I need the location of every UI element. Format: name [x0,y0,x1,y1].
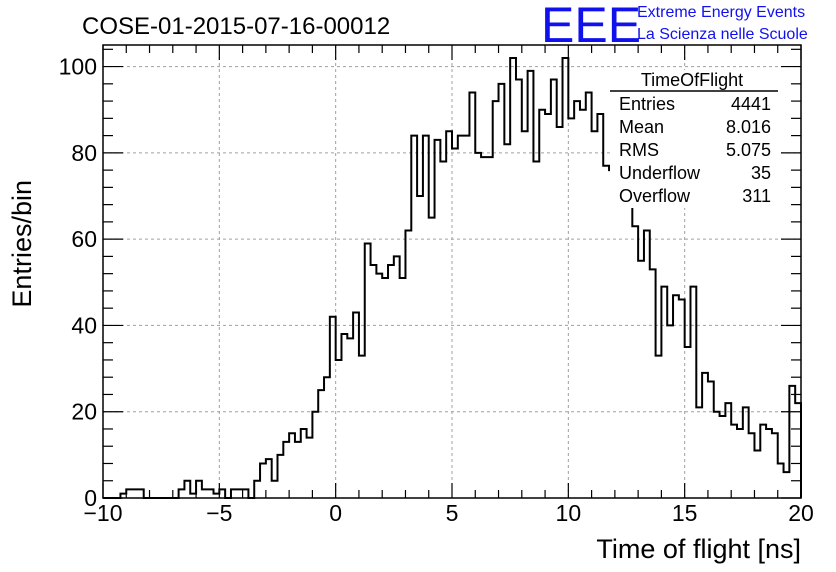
histogram-bin [493,101,499,498]
histogram-bin [324,377,330,498]
stats-value: 5.075 [726,140,771,160]
histogram-bin [545,114,551,498]
histogram-bin [429,218,435,498]
stats-title: TimeOfFlight [641,70,743,90]
x-tick-label: 0 [329,500,342,526]
grid-lines [103,45,801,498]
histogram-bin [388,265,394,498]
histogram-bin [574,101,580,498]
chart-title: COSE-01-2015-07-16-00012 [82,13,390,40]
histogram-bin [417,196,423,498]
histogram-bin [784,472,790,498]
histogram-bin [289,433,295,498]
histogram-bin [295,442,301,498]
histogram-bin [400,278,406,498]
y-tick-label: 40 [71,312,97,338]
histogram-bin [551,80,557,498]
histogram-bin [359,356,365,498]
eee-logo: EEE Extreme Energy Events La Scienza nel… [541,0,808,53]
y-tick-label: 0 [84,485,97,511]
y-axis-label: Entries/bin [7,180,37,308]
histogram-bin [731,425,737,498]
y-tick-labels: 0 20 40 60 80 100 [59,54,97,511]
histogram-bin [481,157,487,498]
stats-label: Entries [619,94,675,114]
histogram-bin [440,161,446,498]
histogram-bin [644,231,650,498]
stats-label: Underflow [619,163,701,183]
histogram-bin [516,80,522,498]
stats-rows: Entries 4441 Mean 8.016 RMS 5.075 Underflow 35 O… [619,94,771,206]
histogram-bin [371,265,377,498]
histogram-bin [597,114,603,498]
eee-logo-line1: Extreme Energy Events [637,4,805,21]
x-tick-label: −10 [83,500,122,526]
histogram-bin [452,149,458,498]
histogram-bin [609,170,615,498]
histogram-bin [557,127,563,498]
histogram-bin [446,131,452,498]
histogram-bin [307,438,313,498]
histogram-bin [720,416,726,498]
histogram-bin [568,118,574,498]
stats-label: Mean [619,117,664,137]
stats-value: 311 [742,186,771,206]
histogram-bin [522,131,528,498]
histogram-bin [592,131,598,498]
histogram-bin [336,360,342,498]
histogram-bin [603,166,609,498]
histogram-bin [464,136,470,498]
eee-logo-line2: La Scienza nelle Scuole [637,26,808,43]
x-tick-label: 15 [672,500,698,526]
histogram-bin [539,110,545,498]
x-tick-label: −5 [206,500,232,526]
histogram-bin [376,274,382,498]
y-tick-label: 80 [71,140,97,166]
x-tick-label: 20 [788,500,814,526]
histogram-bin [487,157,493,498]
histogram-bin [237,489,243,498]
histogram-bin [347,338,353,498]
histogram-bin [656,356,662,498]
stats-value: 35 [751,163,771,183]
histogram-bin [638,261,644,498]
histogram-bin [499,84,505,498]
histogram-bin [132,489,138,498]
y-tick-label: 100 [59,54,97,80]
histogram-bin [754,451,760,498]
x-tick-label: 5 [446,500,459,526]
eee-logo-mark: EEE [541,0,641,53]
histogram-bin [714,412,720,498]
y-tick-label: 20 [71,399,97,425]
x-axis-label: Time of flight [ns] [596,534,801,564]
histogram-outline [103,56,802,499]
x-tick-labels: −10 −5 0 5 10 15 20 [83,500,813,526]
y-tick-label: 60 [71,226,97,252]
stats-value: 8.016 [726,117,771,137]
histogram-bin [272,481,278,498]
histogram-bin [696,407,702,498]
stats-box: TimeOfFlight Entries 4441 Mean 8.016 RMS 5.07… [610,70,778,208]
x-tick-label: 10 [556,500,582,526]
histogram-bin [632,226,638,498]
histogram-bin [685,347,691,498]
histogram-bin [458,136,464,498]
stats-label: Overflow [619,186,691,206]
histogram-bin [533,161,539,498]
stats-label: RMS [619,140,659,160]
histogram-bin [382,278,388,498]
axis-ticks [102,45,802,499]
histogram-bin [615,187,621,498]
histogram-bin [504,144,510,498]
histogram-bin [394,256,400,498]
histogram-series [103,56,802,499]
histogram-bin [766,429,772,498]
histogram-bin [737,429,743,498]
stats-value: 4441 [731,94,771,114]
histogram-bin [580,110,586,498]
histogram-bin [202,489,208,498]
